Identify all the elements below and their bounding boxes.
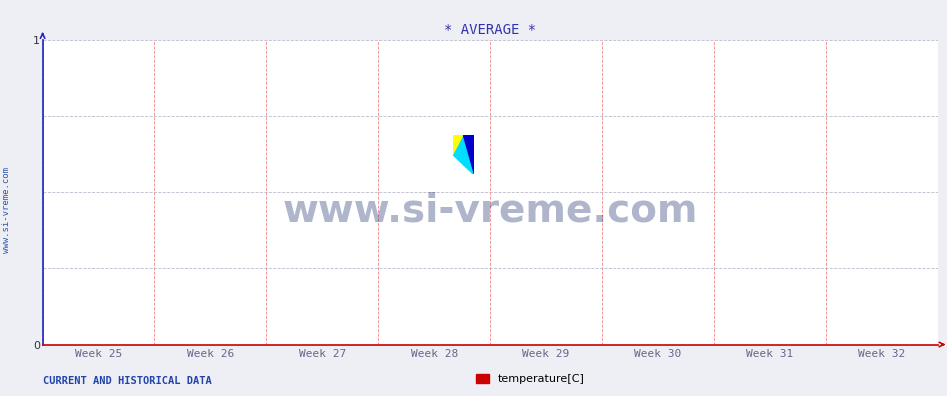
Title: * AVERAGE *: * AVERAGE * [444, 23, 536, 37]
Polygon shape [463, 135, 474, 174]
Polygon shape [453, 135, 474, 174]
Text: www.si-vreme.com: www.si-vreme.com [282, 191, 698, 229]
Legend: temperature[C]: temperature[C] [472, 369, 589, 388]
Polygon shape [453, 135, 463, 154]
Text: CURRENT AND HISTORICAL DATA: CURRENT AND HISTORICAL DATA [43, 376, 211, 386]
Text: www.si-vreme.com: www.si-vreme.com [2, 167, 11, 253]
